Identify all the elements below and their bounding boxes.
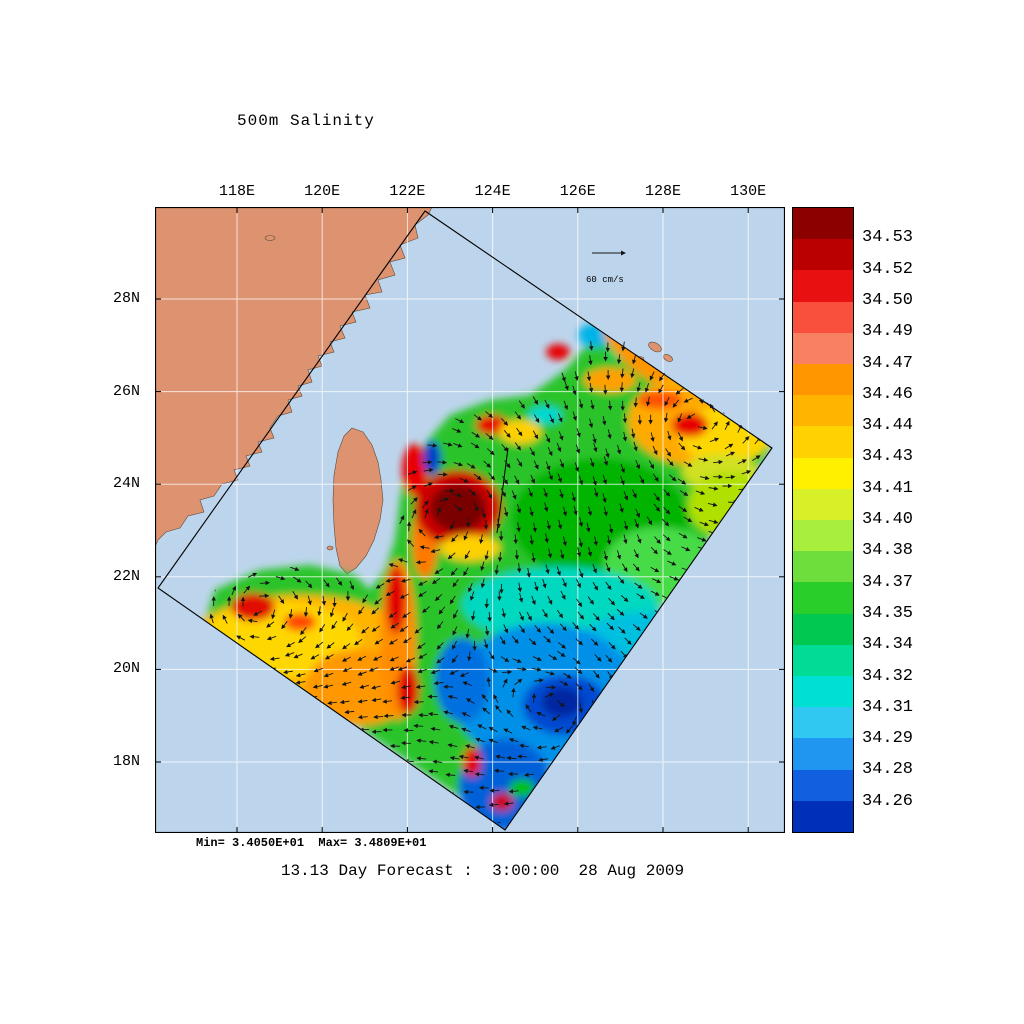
plot-title: 500m Salinity (237, 112, 375, 130)
salinity-field (185, 323, 772, 830)
colorbar-band (793, 364, 853, 396)
colorbar-labels: 34.53 34.52 34.50 34.49 34.47 34.46 34.44 34.43… (862, 207, 942, 833)
colorbar-band (793, 644, 853, 677)
lon-tick-label: 126E (559, 183, 596, 200)
colorbar-band (793, 676, 853, 708)
lat-tick-label: 24N (112, 475, 140, 493)
landmасses (155, 207, 673, 575)
lon-tick-label: 128E (644, 183, 682, 200)
taiwan-island (332, 427, 384, 575)
colorbar-tick-label: 34.47 (862, 353, 914, 373)
colorbar-band (793, 270, 853, 302)
minmax-stats: Min= 3.4050E+01 Max= 3.4809E+01 (196, 836, 427, 850)
map-canvas (155, 207, 785, 833)
colorbar-tick-label: 34.32 (862, 666, 914, 686)
map-border (155, 207, 785, 833)
colorbar-tick-label: 34.50 (862, 290, 914, 310)
colorbar-tick-label: 34.46 (862, 384, 914, 404)
current-vectors (209, 340, 772, 826)
china-coast-landmass (155, 207, 433, 548)
lon-tick-label: 120E (304, 183, 341, 200)
colorbar-tick-label: 34.37 (862, 572, 914, 592)
lat-tick-label: 20N (112, 660, 140, 678)
map-plot (155, 207, 785, 833)
colorbar-tick-label: 34.53 (862, 228, 914, 248)
colorbar-band (793, 301, 853, 333)
colorbar-band (793, 395, 853, 427)
colorbar-band (793, 738, 853, 770)
lat-tick-label: 18N (112, 753, 140, 770)
colorbar-tick-label: 34.41 (862, 478, 914, 498)
lon-tick-label: 122E (389, 183, 426, 200)
colorbar-band (793, 582, 853, 614)
lat-tick-label: 26N (112, 382, 140, 400)
colorbar-band (793, 551, 853, 583)
colorbar (792, 207, 854, 833)
lat-tick-label: 22N (112, 567, 140, 585)
colorbar-band (793, 707, 853, 739)
vector-reference-label: 60 cm/s (586, 275, 624, 285)
colorbar-band (793, 239, 853, 271)
lon-tick-label: 130E (730, 183, 767, 200)
colorbar-band (793, 208, 853, 240)
colorbar-tick-label: 34.40 (862, 510, 914, 529)
colorbar-tick-label: 34.29 (862, 729, 914, 749)
colorbar-tick-label: 34.43 (862, 447, 914, 467)
forecast-caption: 13.13 Day Forecast : 3:00:00 28 Aug 2009 (280, 862, 685, 880)
colorbar-tick-label: 34.38 (862, 541, 914, 561)
colorbar-band (793, 457, 853, 489)
colorbar-band (793, 488, 853, 521)
colorbar-band (793, 426, 853, 458)
colorbar-tick-label: 34.28 (862, 760, 914, 780)
colorbar-tick-label: 34.26 (862, 791, 914, 811)
colorbar-tick-label: 34.52 (862, 259, 914, 279)
colorbar-band (793, 332, 853, 365)
colorbar-tick-label: 34.44 (862, 416, 914, 436)
colorbar-band (793, 520, 853, 552)
colorbar-band (793, 769, 853, 801)
latitude-axis: 28N 26N 24N 22N 20N 18N (90, 207, 144, 833)
lon-tick-label: 124E (474, 183, 511, 200)
colorbar-tick-label: 34.49 (862, 322, 914, 342)
model-domain-outline (157, 210, 773, 831)
lon-tick-label: 118E (218, 183, 256, 200)
longitude-axis: 118E 120E 122E 124E 126E 128E 130E (155, 183, 785, 201)
colorbar-tick-label: 34.34 (862, 635, 914, 655)
lat-tick-label: 28N (112, 290, 140, 307)
colorbar-tick-label: 34.35 (862, 603, 914, 623)
colorbar-band (793, 800, 853, 833)
colorbar-band (793, 613, 853, 645)
colorbar-tick-label: 34.31 (862, 697, 914, 717)
